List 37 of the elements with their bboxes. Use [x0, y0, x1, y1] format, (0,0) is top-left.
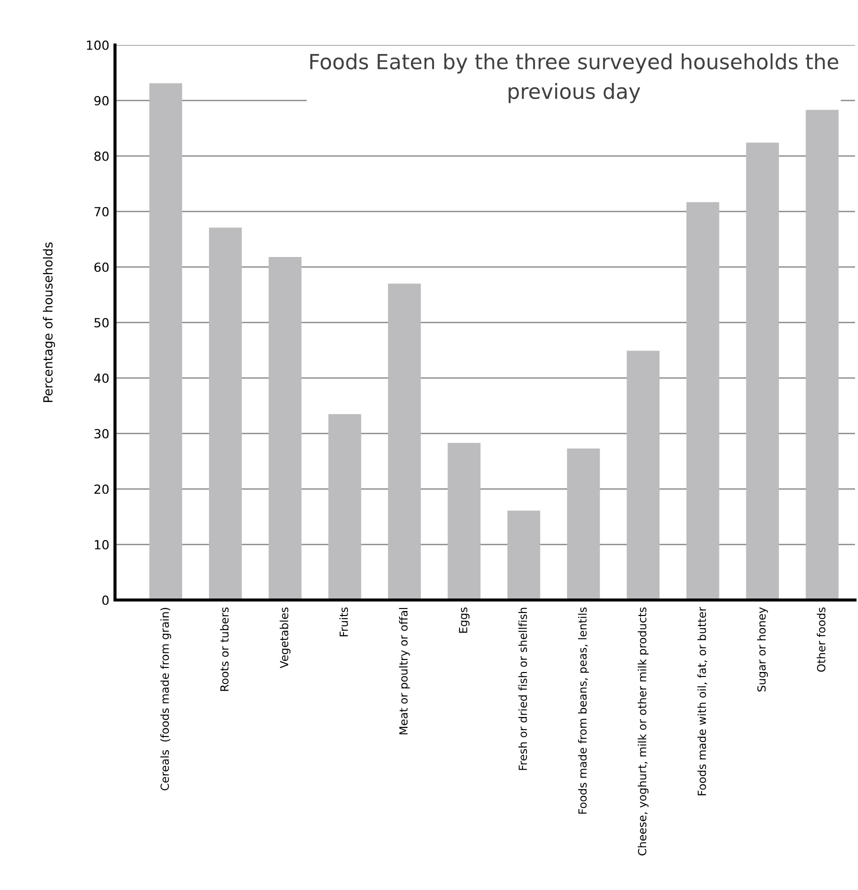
- x-tick-label: Fruits: [339, 607, 348, 636]
- x-tick-label: Cereals (foods made from grain): [160, 608, 172, 790]
- y-tick-label: 100: [86, 40, 109, 50]
- x-tick-label: Cheese, yoghurt, milk or other milk products: [638, 607, 649, 856]
- y-tick-label: 90: [94, 96, 109, 106]
- y-tick-label: 30: [94, 428, 109, 438]
- y-tick-label: 80: [94, 151, 109, 161]
- x-tick-label: Sugar or honey: [757, 607, 768, 692]
- x-tick-label: Foods made with oil, fat, or butter: [697, 606, 708, 796]
- bar: [507, 510, 540, 600]
- y-tick-label: 60: [94, 262, 109, 272]
- x-tick-label: Roots or tubers: [220, 607, 229, 691]
- y-tick-label: 50: [94, 318, 109, 328]
- bar: [268, 257, 302, 600]
- x-tick-label: Vegetables: [280, 607, 290, 668]
- y-axis-title: Percentage of households: [42, 242, 56, 402]
- bar: [567, 448, 600, 600]
- bar: [388, 284, 421, 600]
- bar: [328, 414, 362, 600]
- bar: [746, 142, 779, 600]
- x-tick-label: Eggs: [459, 607, 470, 633]
- y-tick-label: 70: [94, 206, 109, 216]
- bar: [149, 83, 182, 600]
- y-tick-label: 0: [102, 595, 109, 605]
- bar: [806, 110, 839, 600]
- bar: [448, 442, 481, 600]
- y-tick-label: 10: [94, 540, 109, 550]
- y-tick-label: 40: [94, 373, 109, 383]
- bar: [686, 202, 720, 600]
- text: Foods Eaten by the three surveyed households the previous day: [310, 53, 838, 104]
- x-tick-label: Fresh or dried fish or shellfish: [518, 608, 528, 770]
- x-tick-label: Other foods: [816, 607, 826, 672]
- x-tick-label: Meat or poultry or offal: [399, 608, 410, 734]
- y-tick-label: 20: [94, 484, 109, 494]
- bar: [626, 350, 660, 600]
- x-tick-label: Foods made from beans, peas, lentils: [578, 607, 589, 814]
- bar: [208, 228, 242, 600]
